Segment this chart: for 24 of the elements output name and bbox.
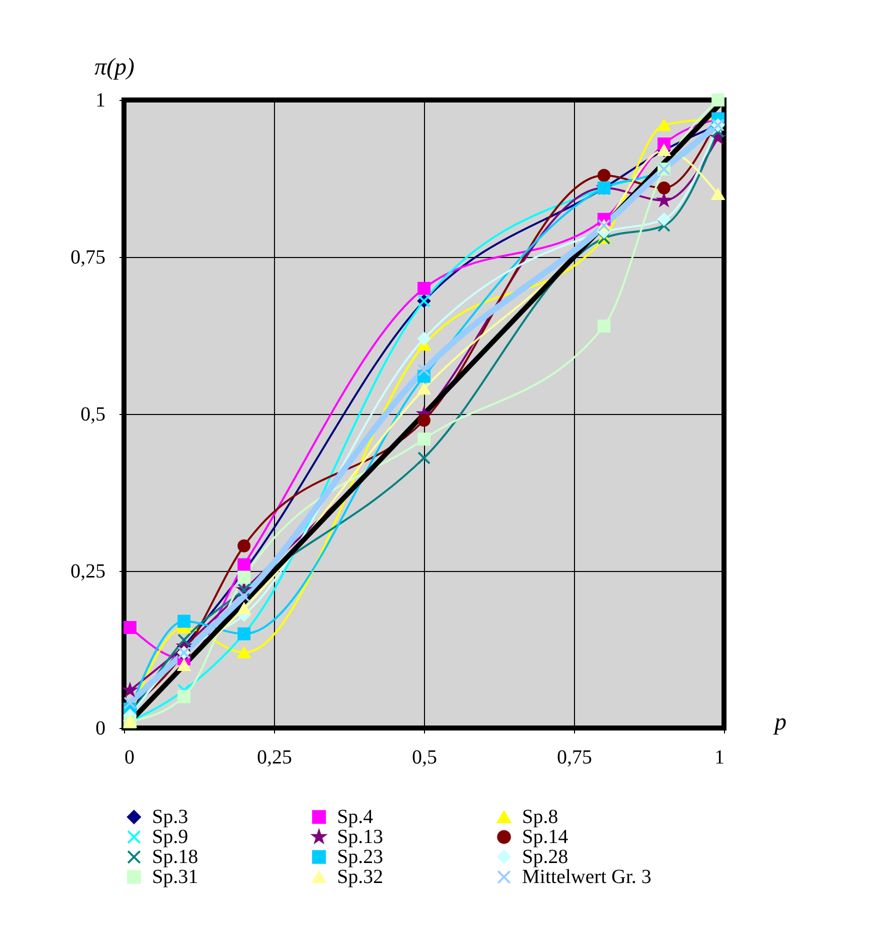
x-tick-label: 0,75 <box>557 746 592 768</box>
x-tick-label: 0,5 <box>412 746 437 768</box>
legend-label: Sp.8 <box>522 806 558 828</box>
y-tick-label: 0,25 <box>70 560 106 582</box>
y-tick-label: 1 <box>96 90 106 112</box>
legend-label: Sp.13 <box>337 826 384 848</box>
legend-label: Sp.31 <box>152 866 198 888</box>
y-axis-title: π(p) <box>94 54 135 80</box>
legend-label: Sp.14 <box>522 826 568 848</box>
legend-label: Sp.4 <box>337 806 374 828</box>
y-tick-label: 0,5 <box>80 404 106 426</box>
y-tick-label: 0 <box>96 718 106 740</box>
x-tick-label: 0,25 <box>257 746 292 768</box>
legend-label: Sp.3 <box>152 806 188 828</box>
legend-label: Sp.28 <box>522 846 568 868</box>
x-tick-label: 1 <box>714 746 724 768</box>
legend-label: Mittelwert Gr. 3 <box>522 866 652 888</box>
legend-label: Sp.23 <box>337 846 384 868</box>
y-tick-label: 0,75 <box>70 246 106 268</box>
x-tick-label: 0 <box>124 746 134 768</box>
x-axis-title: p <box>772 710 786 736</box>
legend-label: Sp.32 <box>337 866 384 888</box>
legend-label: Sp.9 <box>152 826 188 848</box>
legend-label: Sp.18 <box>152 846 198 868</box>
